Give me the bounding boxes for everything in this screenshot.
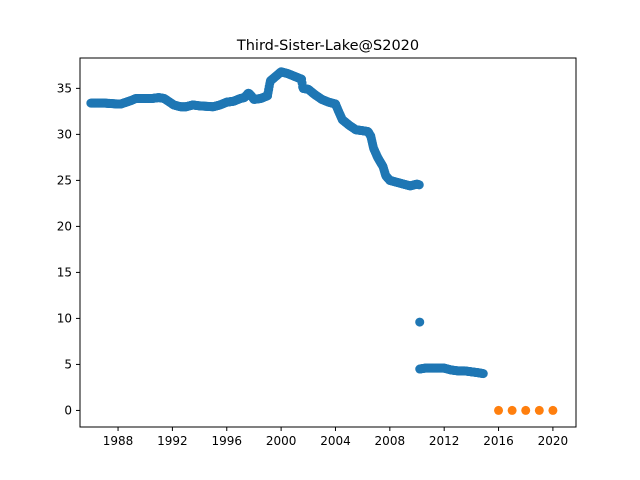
- data-point: [478, 369, 488, 379]
- x-tick-label: 1992: [157, 434, 188, 448]
- data-point: [494, 405, 504, 415]
- y-tick-label: 15: [57, 265, 72, 279]
- x-tick-label: 2012: [429, 434, 460, 448]
- plot-frame: [79, 57, 577, 428]
- y-tick-label: 20: [57, 219, 72, 233]
- y-tick-label: 0: [64, 403, 72, 417]
- x-axis: 1988 1992 1996 2000 2004 2008 2012 2016 2020: [103, 427, 568, 448]
- y-tick-label: 25: [57, 173, 72, 187]
- y-tick-label: 5: [64, 357, 72, 371]
- series-orange: [494, 405, 558, 415]
- x-tick-label: 2020: [538, 434, 569, 448]
- x-tick-label: 2008: [375, 434, 406, 448]
- x-tick-label: 2000: [266, 434, 297, 448]
- y-tick-label: 35: [57, 81, 72, 95]
- data-point: [507, 405, 517, 415]
- data-point: [548, 405, 558, 415]
- plot-marks: [86, 67, 558, 415]
- y-tick-label: 10: [57, 311, 72, 325]
- y-axis: 0 5 10 15 20 25 30 35: [57, 81, 80, 417]
- y-tick-label: 30: [57, 127, 72, 141]
- x-tick-label: 2016: [483, 434, 514, 448]
- x-tick-label: 1996: [211, 434, 242, 448]
- data-point: [414, 180, 424, 190]
- chart-title: Third-Sister-Lake@S2020: [236, 38, 419, 54]
- data-point: [521, 405, 531, 415]
- x-tick-label: 2004: [320, 434, 351, 448]
- data-point: [534, 405, 544, 415]
- series-blue: [86, 67, 488, 379]
- x-tick-label: 1988: [103, 434, 134, 448]
- data-point: [415, 317, 425, 327]
